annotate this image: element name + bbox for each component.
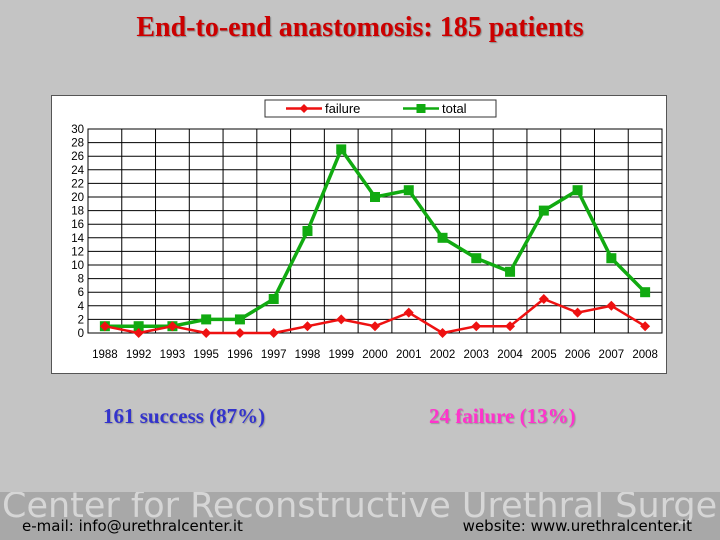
point-failure: [572, 307, 583, 318]
y-tick-label: 20: [71, 192, 84, 204]
legend-box: [264, 99, 497, 118]
x-tick-label: 2005: [531, 349, 557, 361]
y-tick-label: 26: [71, 151, 84, 163]
x-tick-label: 1998: [295, 349, 321, 361]
legend-total-marker: [416, 104, 426, 113]
footer-band: Center for Reconstructive Urethral Surge…: [0, 492, 720, 540]
footer-website[interactable]: website: www.urethralcenter.it: [462, 517, 692, 535]
point-total: [403, 185, 414, 196]
legend-failure-label: failure: [325, 101, 360, 116]
x-tick-label: 1997: [261, 349, 287, 361]
y-tick-label: 30: [71, 124, 84, 136]
failure-stat: 24 failure (13%): [429, 404, 576, 428]
point-failure: [167, 321, 178, 332]
legend-total-label: total: [442, 101, 467, 116]
x-axis-ticks: 1988 1992 1993 1995 1996 1997 1998 1999 2000 2001…: [92, 349, 658, 361]
point-total: [538, 205, 549, 216]
point-failure: [403, 307, 414, 318]
point-failure: [268, 328, 279, 338]
point-failure: [437, 328, 448, 338]
x-tick-label: 2001: [396, 349, 422, 361]
point-total: [133, 321, 144, 332]
point-failure: [640, 321, 651, 332]
point-total: [302, 226, 313, 236]
point-total: [268, 294, 279, 304]
point-total: [606, 253, 617, 264]
success-stat: 161 success (87%): [103, 404, 266, 428]
footer-email[interactable]: e-mail: info@urethralcenter.it: [22, 517, 243, 535]
legend-failure-marker: [299, 104, 309, 113]
x-tick-label: 2003: [463, 349, 489, 361]
point-total: [370, 192, 380, 202]
y-tick-label: 8: [78, 274, 84, 286]
x-tick-label: 2007: [599, 349, 625, 361]
x-tick-label: 1996: [227, 349, 253, 361]
point-total: [234, 314, 245, 325]
x-tick-label: 1988: [92, 349, 118, 361]
point-failure: [133, 328, 144, 338]
point-failure: [370, 321, 380, 332]
point-total: [201, 314, 212, 325]
point-total: [505, 266, 516, 277]
y-tick-label: 4: [78, 301, 85, 313]
y-tick-label: 16: [71, 219, 84, 231]
y-tick-label: 12: [71, 246, 84, 258]
x-tick-label: 2006: [565, 349, 591, 361]
y-tick-label: 6: [78, 287, 84, 299]
point-total: [572, 185, 583, 196]
series-failure: [99, 294, 651, 338]
y-tick-label: 18: [71, 206, 84, 218]
point-failure: [234, 328, 245, 338]
slide-title: End-to-end anastomosis: 185 patients: [136, 12, 584, 43]
point-failure: [538, 294, 549, 304]
point-failure: [302, 321, 313, 332]
point-failure: [201, 328, 212, 338]
x-tick-label: 1992: [126, 349, 152, 361]
footer-watermark: Center for Reconstructive Urethral Surge…: [2, 492, 720, 526]
point-failure: [606, 300, 617, 311]
chart-legend: failure total: [264, 99, 497, 118]
chart-series: [99, 144, 651, 338]
x-tick-label: 2002: [430, 349, 456, 361]
chart-grid: [87, 128, 663, 334]
x-tick-label: 1993: [160, 349, 186, 361]
point-failure: [471, 321, 482, 332]
y-tick-label: 10: [71, 260, 84, 272]
y-tick-label: 28: [71, 138, 84, 150]
plot-area-frame: [87, 128, 663, 334]
point-failure: [99, 321, 110, 332]
series-total: [99, 144, 651, 332]
x-tick-label: 2008: [632, 349, 658, 361]
point-failure: [336, 314, 347, 325]
x-tick-label: 1995: [193, 349, 219, 361]
point-total: [437, 232, 448, 243]
y-tick-label: 22: [71, 178, 84, 190]
y-tick-label: 14: [71, 233, 84, 245]
point-total: [336, 144, 347, 155]
x-tick-label: 2004: [497, 349, 523, 361]
y-tick-label: 0: [78, 328, 84, 340]
y-tick-label: 2: [78, 314, 84, 326]
point-total: [471, 253, 482, 264]
y-tick-label: 24: [71, 165, 84, 177]
point-total: [640, 287, 651, 298]
x-tick-label: 2000: [362, 349, 388, 361]
x-tick-label: 1999: [328, 349, 354, 361]
chart-panel: 0 2 4 6 8 10 12 14 16 18 20 22 24 26 28 30 1988 1992 1993…: [51, 95, 667, 374]
point-failure: [505, 321, 516, 332]
